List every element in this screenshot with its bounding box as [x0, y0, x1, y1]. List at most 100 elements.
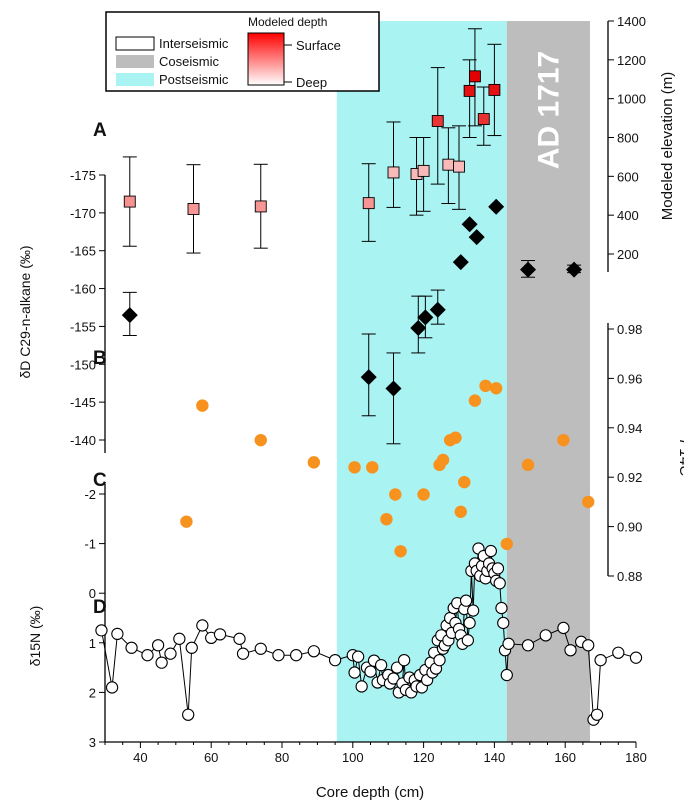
y-tick-label: -160 — [70, 282, 96, 297]
series-b-point — [520, 261, 537, 278]
series-d-point — [272, 649, 285, 662]
y-tick-label: -155 — [70, 319, 96, 334]
x-axis-label: Core depth (cm) — [316, 784, 424, 801]
series-d-point — [328, 654, 342, 667]
series-c-point — [521, 458, 535, 472]
series-d-point — [213, 628, 227, 641]
y-tick-label: 0.96 — [617, 371, 642, 386]
y-tick-label: 2 — [89, 685, 96, 700]
series-d-point — [290, 649, 303, 662]
series-d-point — [355, 680, 368, 693]
y-tick-label: 0.90 — [617, 520, 642, 535]
series-d-point — [111, 627, 124, 641]
y-tick-label: -145 — [70, 395, 96, 410]
y-tick-label: 800 — [617, 131, 639, 146]
y-tick-label: 1200 — [617, 53, 646, 68]
legend-label-postseismic: Postseismic — [159, 72, 229, 87]
series-a-point — [387, 166, 400, 179]
axis-c-ticks: 0.88 0.90 0.92 0.94 0.96 0.98 — [608, 322, 642, 584]
panel-letter-b: B — [93, 348, 107, 369]
panel-letter-c: C — [93, 470, 107, 491]
series-b-deuterium — [121, 198, 583, 445]
axis-a-ticks: 200 400 600 800 1000 1200 1400 — [608, 14, 646, 262]
y-tick-label: -2 — [84, 487, 96, 502]
series-b-point — [417, 309, 434, 326]
legend-swatch-interseismic — [115, 36, 155, 51]
series-d-point — [500, 668, 513, 682]
series-d-point — [491, 562, 505, 575]
series-d-point — [493, 577, 506, 590]
y-tick-label: -140 — [70, 433, 96, 448]
panel-letters: A B C D — [93, 120, 107, 618]
axis-d-ticks: -2 -1 0 1 2 3 — [84, 487, 105, 750]
series-a-point — [442, 158, 455, 171]
series-d-point — [463, 616, 476, 630]
series-b-point — [452, 254, 469, 271]
series-d-point — [594, 654, 607, 667]
series-b-point — [429, 301, 446, 318]
series-b-point — [468, 229, 485, 246]
zone-coseismic — [506, 21, 590, 742]
x-ticks: 40 60 80 100 120 140 160 180 — [104, 742, 647, 765]
y-tick-label: 400 — [617, 208, 639, 223]
series-b-point — [566, 261, 583, 278]
series-d-point — [590, 708, 604, 721]
series-a-point — [431, 115, 444, 127]
series-d-point — [236, 647, 250, 660]
series-d-point — [557, 621, 570, 635]
series-d-point — [497, 616, 510, 630]
series-a-point — [254, 200, 267, 213]
series-d-point — [461, 634, 474, 647]
y-tick-label: 0.88 — [617, 569, 642, 584]
series-a-point — [362, 197, 375, 210]
y-tick-label: 200 — [617, 247, 639, 262]
legend: Interseismic Coseismic Postseismic Model… — [105, 11, 380, 92]
series-c-point — [394, 545, 407, 558]
x-tick-label: 120 — [413, 750, 435, 765]
series-c-point — [458, 475, 471, 489]
series-c-point — [196, 399, 209, 412]
axis-d-label: δ15N (‰) — [27, 606, 43, 667]
legend-depth-deep: Deep — [296, 75, 327, 90]
series-c-point — [389, 488, 402, 501]
y-tick-label: 0.98 — [617, 322, 642, 337]
series-a-point — [453, 160, 465, 173]
x-tick-label: 180 — [625, 750, 647, 765]
series-d-point — [307, 645, 321, 658]
series-c-point — [417, 488, 430, 501]
series-b-point — [410, 319, 427, 336]
axis-c-label: F14C — [676, 440, 684, 477]
series-c-point — [454, 505, 467, 518]
series-c-point — [449, 431, 462, 444]
series-c-point — [180, 515, 193, 528]
series-c-point — [348, 461, 361, 474]
legend-label-coseismic: Coseismic — [159, 54, 219, 69]
series-d-point — [182, 708, 195, 721]
x-tick-label: 100 — [342, 750, 364, 765]
series-a-point — [488, 83, 501, 96]
y-tick-label: 1 — [89, 636, 96, 651]
series-d-point — [254, 642, 267, 655]
series-b-point — [488, 198, 505, 215]
legend-depth-title: Modeled depth — [248, 15, 327, 29]
series-c-point — [582, 495, 595, 509]
series-d-point — [374, 658, 388, 672]
panel-letter-a: A — [93, 120, 107, 141]
series-c-point — [500, 537, 513, 551]
legend-swatch-coseismic — [116, 55, 154, 68]
series-d-point — [397, 654, 411, 667]
series-c-point — [254, 433, 267, 447]
x-tick-label: 140 — [484, 750, 506, 765]
axis-a-label: Modeled elevation (m) — [659, 72, 676, 220]
series-d-point — [612, 646, 625, 659]
panel-letter-d: D — [93, 597, 107, 618]
series-c-point — [489, 382, 503, 395]
series-d-point — [105, 681, 119, 694]
y-tick-label: -170 — [70, 206, 96, 221]
series-c-point — [468, 394, 482, 407]
series-b-point — [385, 380, 402, 397]
y-tick-label: 600 — [617, 169, 639, 184]
axis-a-right: 200 400 600 800 1000 1200 1400 Modeled elevati… — [607, 14, 676, 272]
series-d-point — [196, 619, 209, 632]
